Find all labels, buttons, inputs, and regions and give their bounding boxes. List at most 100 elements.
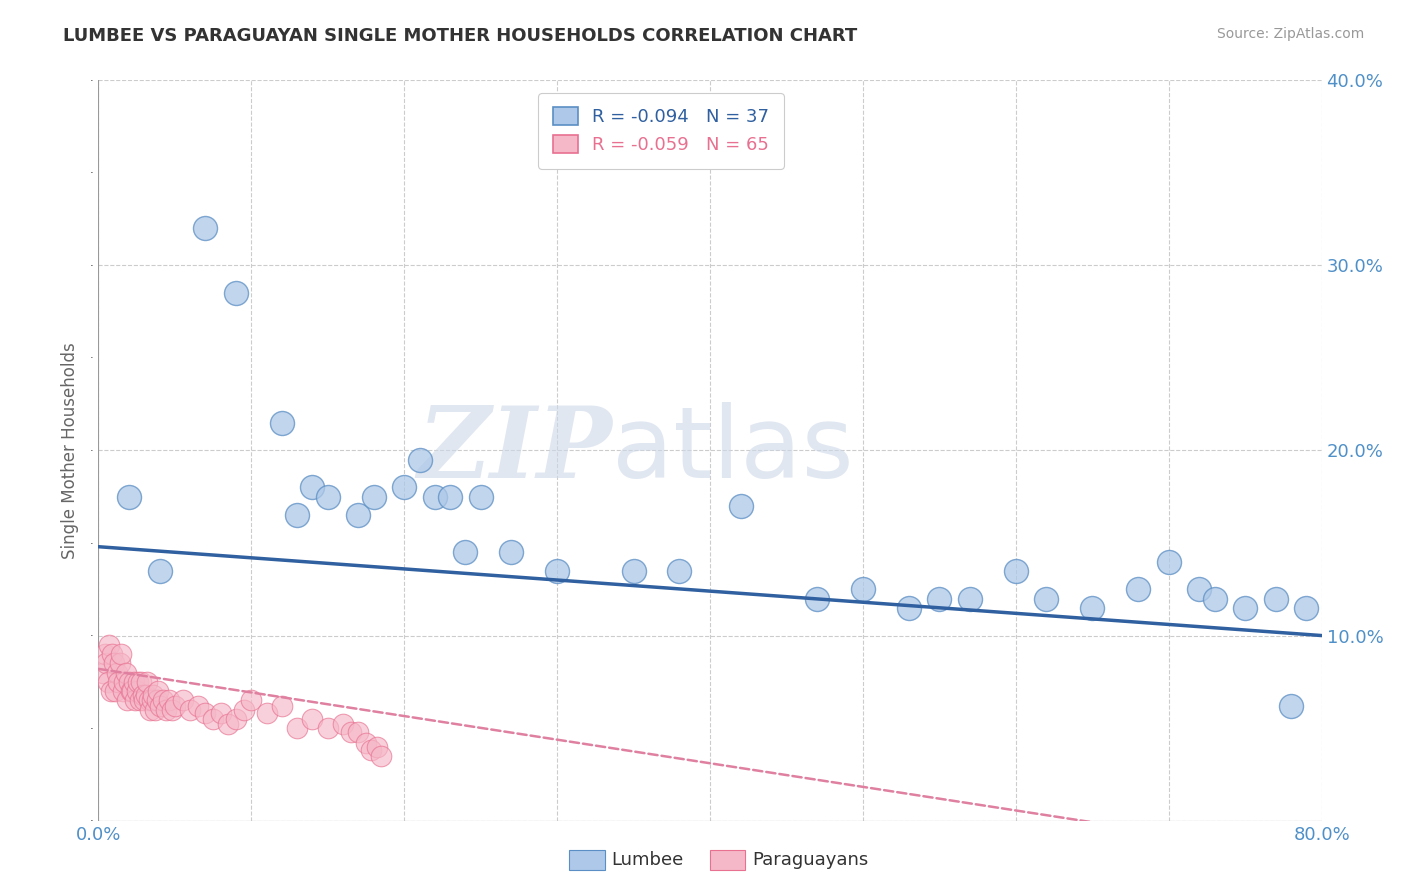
Point [454,545,477,559]
Point [108,657,131,671]
Point [354,736,377,750]
Point [1081,600,1104,615]
Point [125,684,148,698]
Point [160,703,183,717]
Point [100,684,122,698]
Point [806,591,828,606]
Point [1004,564,1026,578]
Point [623,564,645,578]
Point [93,647,115,661]
Point [110,647,132,661]
Text: Source: ZipAtlas.com: Source: ZipAtlas.com [1216,27,1364,41]
Point [98,638,121,652]
Point [347,724,370,739]
Point [143,703,166,717]
Point [301,481,323,495]
Point [115,665,138,680]
Point [1157,554,1180,569]
Point [124,693,146,707]
Point [360,743,382,757]
Point [149,564,172,578]
Point [157,693,180,707]
Point [366,739,388,754]
Point [129,674,152,689]
Point [408,452,430,467]
Point [187,698,209,713]
Point [1204,591,1226,606]
Point [97,674,120,689]
Point [194,706,217,721]
Point [730,499,752,513]
Point [225,286,247,301]
Point [897,600,920,615]
Point [423,490,446,504]
Point [316,490,339,504]
Y-axis label: Single Mother Households: Single Mother Households [62,343,79,558]
Point [111,684,134,698]
Point [120,684,142,698]
Point [142,688,165,702]
Point [256,706,278,721]
Legend: R = -0.094   N = 37, R = -0.059   N = 65: R = -0.094 N = 37, R = -0.059 N = 65 [538,93,785,169]
Point [339,724,361,739]
Point [145,693,167,707]
Point [136,674,159,689]
Text: Paraguayans: Paraguayans [752,851,869,869]
Point [270,416,292,430]
Point [1128,582,1150,597]
Point [128,693,150,707]
Point [139,703,162,717]
Point [852,582,875,597]
Point [285,508,308,523]
Point [134,693,156,707]
Point [101,647,124,661]
Point [470,490,492,504]
Text: Lumbee: Lumbee [612,851,683,869]
Point [959,591,981,606]
Point [232,703,254,717]
Point [155,703,177,717]
Point [928,591,950,606]
Point [194,221,217,235]
Point [112,674,135,689]
Point [132,688,155,702]
Point [1279,698,1302,713]
Point [138,693,160,707]
Point [363,490,385,504]
Point [104,684,127,698]
Point [149,698,172,713]
Point [285,721,308,735]
Point [91,665,114,680]
Point [270,698,292,713]
Point [1234,600,1257,615]
Point [1295,600,1317,615]
Point [107,674,129,689]
Text: atlas: atlas [612,402,853,499]
Point [179,703,201,717]
Point [103,657,125,671]
Point [301,712,323,726]
Point [152,693,174,707]
Point [135,688,157,702]
Point [1035,591,1057,606]
Point [163,698,186,713]
Point [240,693,263,707]
Point [546,564,568,578]
Point [105,665,128,680]
Point [146,684,169,698]
Point [172,693,194,707]
Point [127,674,149,689]
Point [118,674,141,689]
Text: LUMBEE VS PARAGUAYAN SINGLE MOTHER HOUSEHOLDS CORRELATION CHART: LUMBEE VS PARAGUAYAN SINGLE MOTHER HOUSE… [63,27,858,45]
Point [94,657,117,671]
Point [122,674,145,689]
Point [347,508,370,523]
Point [370,748,392,763]
Point [1264,591,1286,606]
Point [217,717,239,731]
Point [668,564,690,578]
Point [316,721,339,735]
Point [117,693,139,707]
Text: ZIP: ZIP [418,402,612,499]
Point [332,717,354,731]
